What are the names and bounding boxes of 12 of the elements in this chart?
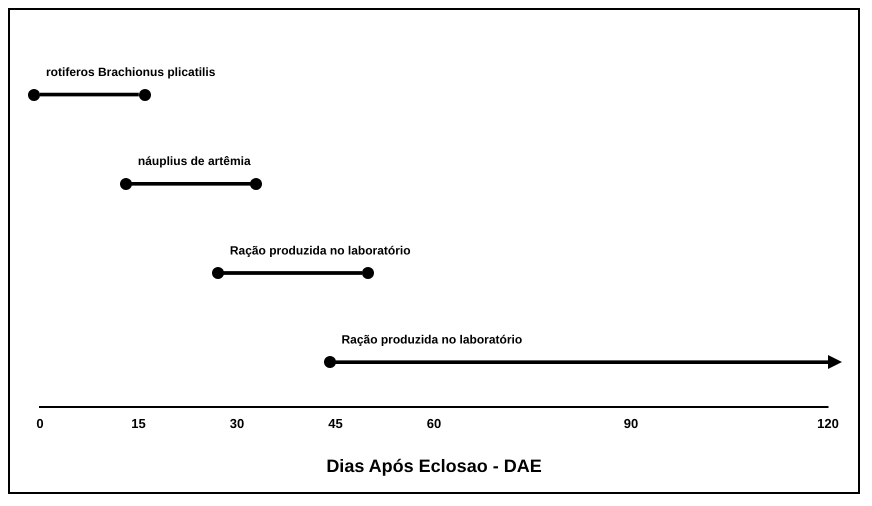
x-tick-label: 60 [426, 416, 442, 432]
x-tick-label: 45 [328, 416, 343, 432]
x-axis-title: Dias Após Eclosao - DAE [326, 456, 542, 476]
y-tick-label: rotiferos Brachionus plicatilis [46, 64, 216, 79]
y-tick-label: náuplius de artêmia [138, 154, 251, 168]
x-tick-label: 30 [230, 416, 244, 432]
y-tick-label: Ração produzida no laboratório [230, 243, 411, 258]
x-tick-label: 90 [624, 416, 638, 432]
y-tick-label: Ração produzida no laboratório [342, 332, 522, 347]
x-tick-label: 0 [36, 416, 44, 432]
x-tick-label: 15 [131, 416, 146, 432]
x-tick-label: 120 [817, 416, 839, 432]
